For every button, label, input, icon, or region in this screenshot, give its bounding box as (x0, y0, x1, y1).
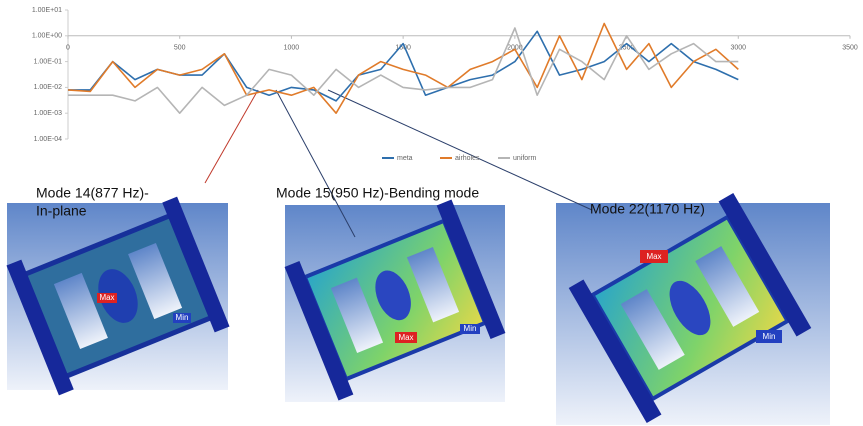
x-tick-label: 0 (66, 45, 70, 52)
series-line (68, 31, 738, 101)
min-label: Min (464, 324, 477, 333)
y-tick-label: 1.00E+01 (32, 7, 62, 14)
min-label: Min (176, 313, 189, 322)
figure: Max Min Max Min Max Min Mode 14(877 Hz)-… (0, 0, 863, 426)
annotation: In-plane (36, 203, 87, 219)
mode-image (6, 197, 229, 396)
max-label: Max (398, 333, 413, 342)
arrow (205, 90, 258, 183)
y-tick-label: 1.00E-02 (34, 84, 63, 91)
annotation: Mode 15(950 Hz)-Bending mode (276, 185, 479, 201)
series-line (68, 28, 738, 113)
annotation: Mode 22(1170 Hz) (590, 201, 705, 217)
x-tick-label: 3000 (730, 45, 746, 52)
y-tick-label: 1.00E-03 (34, 110, 63, 117)
min-label: Min (763, 332, 776, 341)
x-tick-label: 1000 (284, 45, 300, 52)
legend-label: meta (397, 155, 413, 162)
max-label: Max (99, 293, 114, 302)
max-label: Max (646, 252, 661, 261)
x-tick-label: 500 (174, 45, 186, 52)
y-tick-label: 1.00E-01 (34, 58, 63, 65)
mode-image (285, 200, 506, 402)
plot: 1.00E+01 1.00E+00 1.00E-01 1.00E-02 1.00E-03… (32, 7, 858, 162)
mode-image (556, 193, 830, 425)
annotation: Mode 14(877 Hz)- (36, 185, 149, 201)
x-tick-label: 3500 (842, 45, 858, 52)
legend-label: uniform (513, 155, 537, 162)
legend-label: airholes (455, 155, 480, 162)
y-tick-label: 1.00E-04 (34, 136, 63, 143)
y-tick-label: 1.00E+00 (32, 33, 62, 40)
